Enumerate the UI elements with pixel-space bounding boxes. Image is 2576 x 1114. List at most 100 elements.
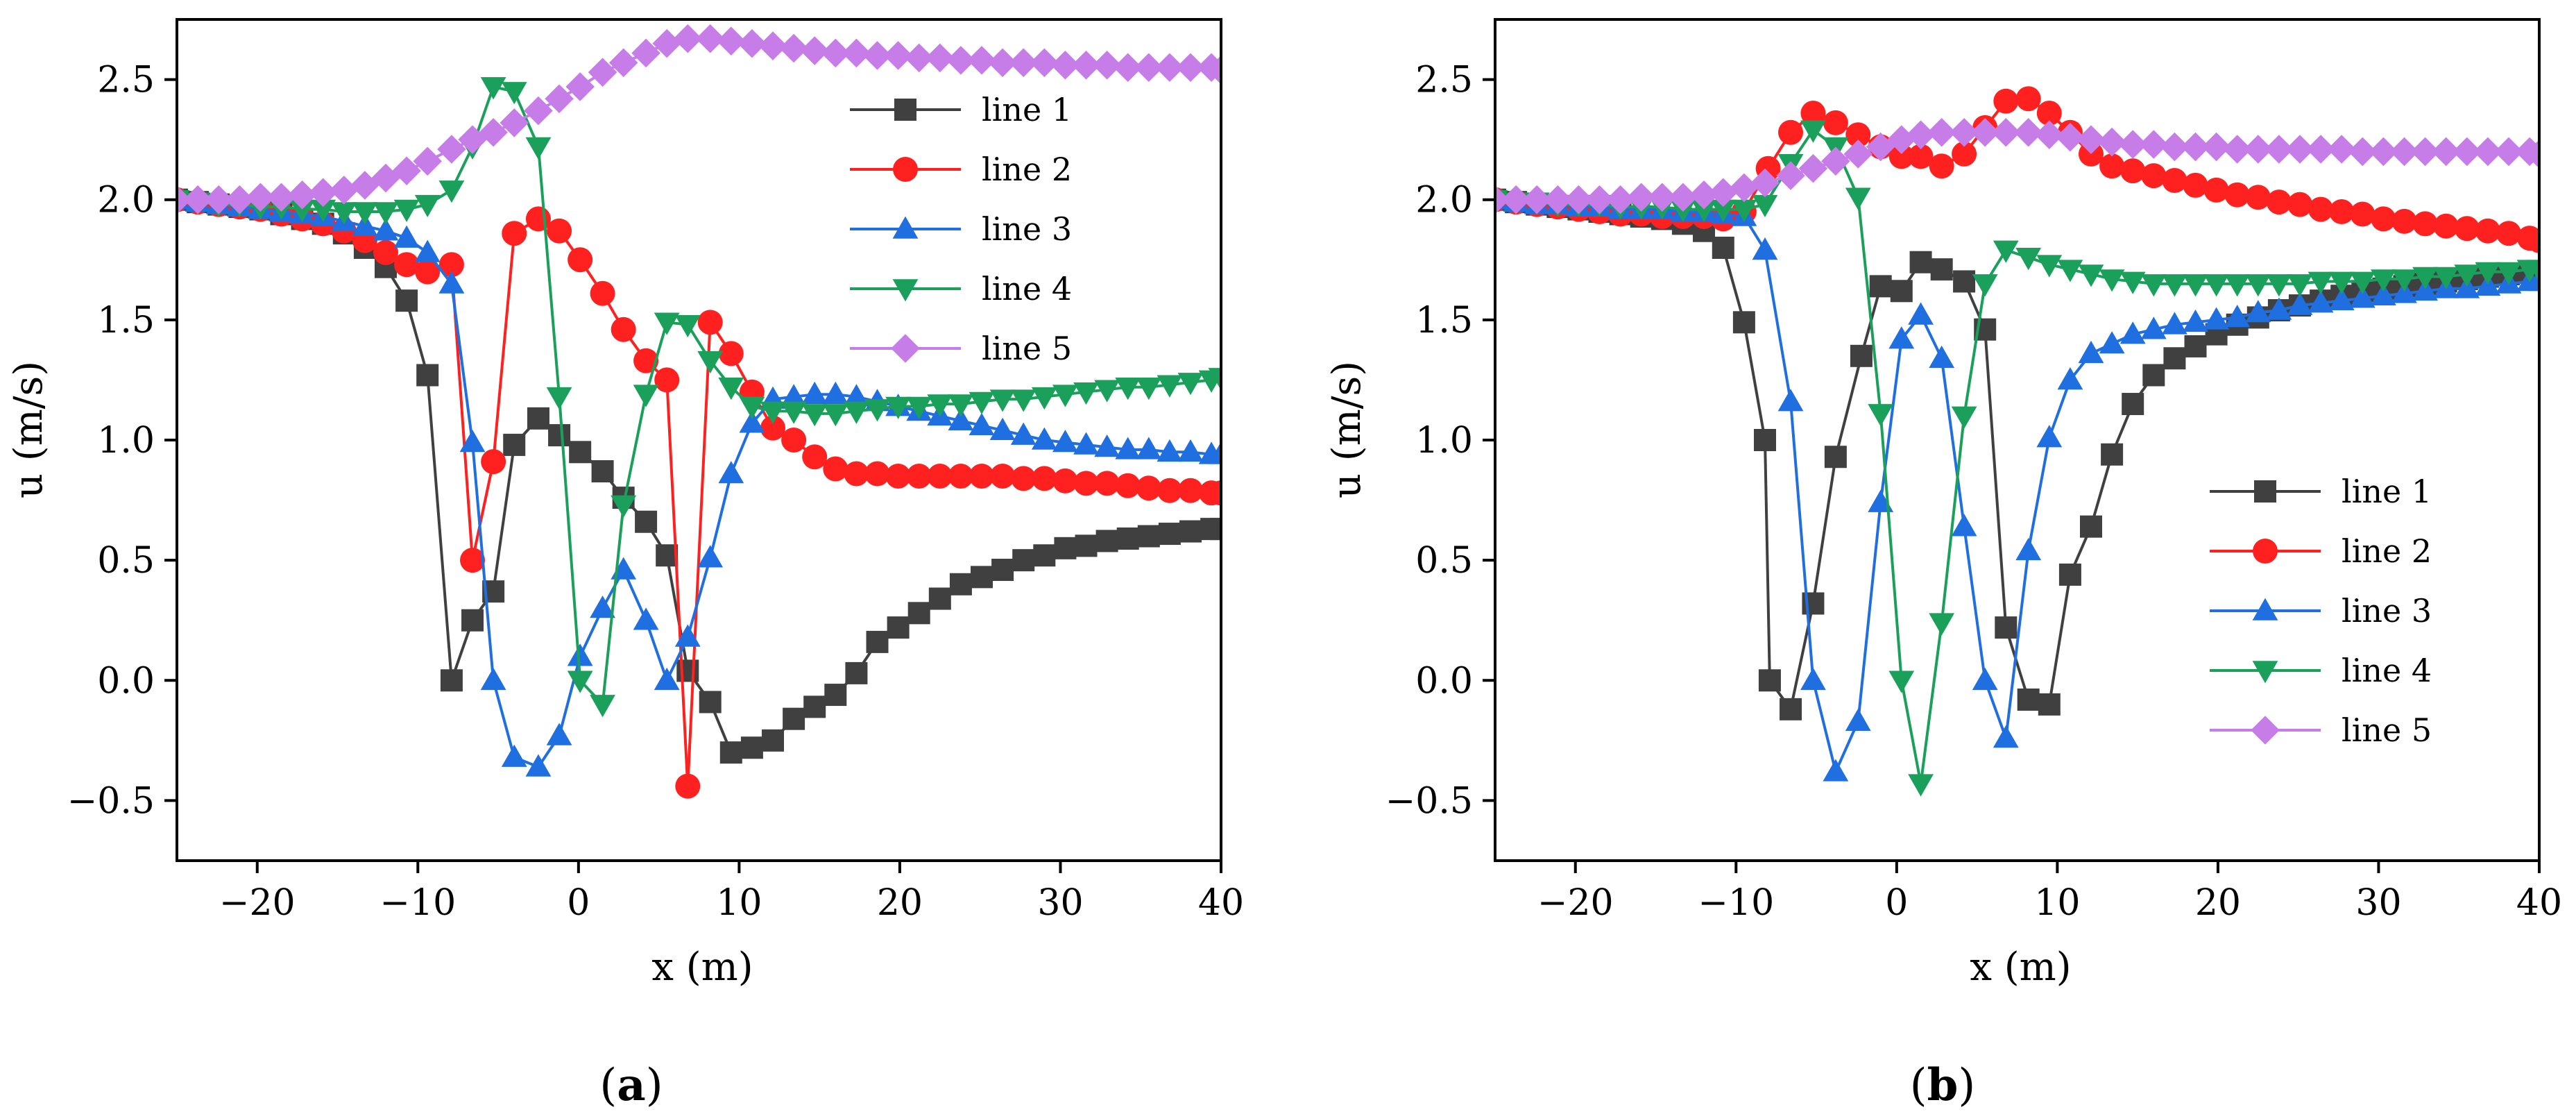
panel-b-series-5-point — [2525, 140, 2539, 169]
panel-b-series-5-point — [2139, 130, 2169, 159]
panel-b-legend-label-4: line 4 — [2342, 652, 2432, 689]
panel-a-series-1-point — [866, 630, 889, 653]
panel-a-series-4-point — [697, 351, 724, 374]
panel-a-series-2-point — [969, 463, 995, 489]
panel-a-series-1-point — [971, 566, 993, 589]
panel-a-series-3-point — [567, 643, 593, 666]
panel-a-series-1-point — [1095, 530, 1118, 552]
panel-a-series-2-point — [697, 310, 723, 335]
panel-b-series-3-point — [2099, 331, 2125, 354]
panel-b-series-5-point — [1626, 183, 1656, 212]
panel-b-series-5-point — [1927, 117, 1956, 147]
panel-a-series-5-point — [1050, 50, 1080, 80]
panel-b-series-1-point — [2101, 443, 2124, 466]
panel-a-series-3-point — [674, 624, 701, 647]
panel-a-chart: −20 −10 0 10 20 30 40 −0.5 0.0 0.5 1.0 1.5 2.0 2.5 x (… — [6, 18, 1244, 1111]
panel-b-series-2-point — [2245, 185, 2271, 210]
panel-b-y-tick-label: 2.0 — [1415, 180, 1473, 221]
panel-a-x-tick-label: −20 — [219, 882, 296, 924]
panel-b-series-3-point — [2308, 290, 2334, 313]
panel-b-series-4-point — [1993, 240, 2019, 263]
panel-b-x-tick-label: 40 — [2516, 882, 2562, 924]
panel-b-series-2-point — [2224, 182, 2250, 208]
panel-b-series-3-point — [2057, 367, 2083, 390]
panel-b-series-5-point — [1970, 117, 1999, 147]
panel-a-series-4-point — [739, 396, 765, 419]
panel-a-series-4-point — [864, 399, 890, 422]
panel-b-series-5-point — [2244, 135, 2273, 164]
panel-a-y-axis-title: u (m/s) — [6, 361, 51, 498]
panel-b-series-1-point — [1850, 344, 1873, 367]
panel-b-series-5-point — [2056, 122, 2085, 152]
panel-a-series-5-point — [967, 46, 996, 75]
panel-b-series-3-point — [1951, 514, 1977, 537]
panel-b-series-4-point — [2057, 260, 2083, 282]
panel-b-series-1-point — [1869, 275, 1892, 298]
panel-a-series-3-point — [438, 271, 465, 294]
panel-b-legend-marker-5 — [2251, 716, 2280, 745]
panel-b-series-4-point — [2245, 274, 2271, 297]
panel-b-series-3-point — [1929, 345, 1955, 369]
panel-a-series-5-point — [1176, 53, 1205, 83]
panel-a-series-4-point — [1073, 382, 1099, 405]
panel-b-series-3-point — [2526, 269, 2539, 292]
panel-b-series-4-point — [2412, 267, 2439, 289]
panel-a-series-3-point — [633, 607, 659, 630]
panel-b-legend-item-3: line 3 — [2210, 592, 2432, 630]
panel-a-series-1-point — [1075, 534, 1098, 557]
panel-a-series-1-point — [527, 407, 549, 430]
panel-b-series-5-point — [2348, 137, 2378, 167]
panel-a-legend: line 1 line 2 line 3 line 4 line 5 — [850, 91, 1072, 367]
panel-a-series-4-point — [501, 82, 527, 105]
panel-b-x-tick-label: −20 — [1537, 882, 1614, 924]
panel-a-series-4-point — [781, 401, 807, 424]
panel-a-series-1-point — [1210, 518, 1221, 541]
panel-a-series-4-point — [760, 401, 786, 424]
panel-b-series-5-point — [2035, 120, 2064, 150]
panel-a-x-axis-title: x (m) — [651, 945, 753, 990]
panel-b-y-tick-label: 0.0 — [1415, 660, 1473, 702]
panel-a-series-2-point — [633, 348, 659, 373]
panel-b-series-3-point — [1823, 759, 1849, 782]
panel-a-series-1-point — [949, 573, 972, 596]
panel-a-series-2-point — [502, 221, 527, 246]
panel-b-series-4-point — [1691, 199, 1717, 222]
panel-a-series-4-point — [654, 312, 680, 335]
panel-a-series-1-point — [991, 558, 1014, 581]
panel-a-series-4-point — [718, 378, 744, 400]
panel-a-series-1-point — [416, 364, 439, 387]
panel-a-series-2-point — [927, 463, 953, 489]
panel-b-series-5-point — [2264, 135, 2294, 164]
panel-a-legend-label-5: line 5 — [982, 330, 1072, 367]
panel-a-series-4-point — [331, 202, 357, 225]
panel-a-series-1-point — [591, 460, 614, 483]
panel-a-series-1-point — [395, 289, 418, 312]
panel-a-series-5-point — [565, 72, 595, 101]
panel-a-series-1-point — [548, 424, 571, 447]
panel-b-legend-label-3: line 3 — [2342, 592, 2432, 630]
panel-a-series-3-point — [718, 461, 744, 484]
panel-b-series-4-point — [2162, 274, 2187, 297]
panel-a-series-1-point — [503, 433, 526, 456]
panel-b-series-5-point — [2181, 132, 2210, 162]
panel-b-series-3-point — [2475, 273, 2501, 296]
panel-a-series-5-point — [1134, 53, 1163, 83]
panel-b-series-4-point — [1972, 274, 1998, 297]
panel-b-series-2-point — [2527, 228, 2539, 253]
panel-a-series-5-point — [695, 24, 725, 53]
panel-a-series-5-point — [545, 84, 574, 114]
panel-a-series-4-point — [438, 180, 465, 203]
panel-a-series-2-point — [611, 317, 636, 342]
panel-a-series-1-point — [1054, 537, 1077, 559]
panel-a-series-1-point — [1137, 525, 1160, 548]
panel-a-legend-marker-1 — [894, 99, 916, 121]
panel-b-legend-item-2: line 2 — [2210, 532, 2432, 570]
panel-b-series-4-point — [1710, 199, 1737, 222]
panel-a-x-tick-label: −10 — [379, 882, 456, 924]
panel-b-series-3-point — [1845, 708, 1871, 731]
panel-b-series-5-point — [2285, 135, 2314, 164]
panel-a-legend-label-3: line 3 — [982, 210, 1072, 248]
panel-a-series-4-point — [310, 199, 336, 222]
panel-a-series-2-point — [675, 773, 701, 799]
panel-a-series-5-point — [1155, 53, 1184, 83]
